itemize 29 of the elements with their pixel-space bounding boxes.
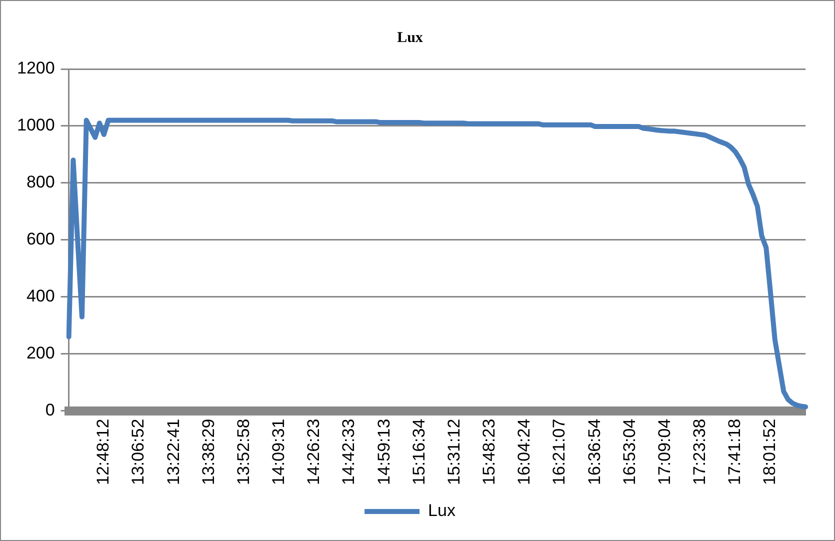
x-tick-label: 16:04:24 [514,418,534,486]
x-tick-label: 17:09:04 [654,418,674,486]
x-tick-label: 15:16:34 [409,418,428,486]
x-tick-label: 13:52:58 [234,418,253,486]
x-tick-label: 13:38:29 [198,418,218,486]
y-tick-label: 1200 [16,58,55,78]
y-tick-label: 400 [26,286,55,306]
x-tick-label: 17:41:18 [725,418,744,486]
y-tick-label: 800 [26,172,55,192]
legend-label: Lux [428,501,456,520]
y-tick-label: 1000 [16,116,55,135]
x-tick-label: 15:48:23 [480,418,499,486]
x-tick-label: 17:23:38 [690,418,710,486]
y-tick-label: 0 [45,400,55,420]
x-tick-label: 14:09:31 [269,418,288,486]
y-tick-label: 600 [26,230,55,249]
x-tick-label: 16:36:54 [584,418,604,486]
x-tick-label: 16:53:04 [620,418,639,486]
x-tick-label: 14:42:33 [339,418,358,486]
x-tick-label: 18:01:52 [760,418,780,486]
x-tick-label: 13:22:41 [164,418,183,486]
x-tick-label: 16:21:07 [550,418,569,486]
x-tick-label: 15:31:12 [444,418,464,486]
chart-title: Lux [397,30,424,46]
x-tick-label: 13:06:52 [128,418,148,486]
x-tick-label: 12:48:12 [94,418,113,486]
x-tick-label: 14:26:23 [304,418,324,486]
y-tick-label: 200 [26,344,55,363]
x-tick-label: 14:59:13 [374,418,394,486]
